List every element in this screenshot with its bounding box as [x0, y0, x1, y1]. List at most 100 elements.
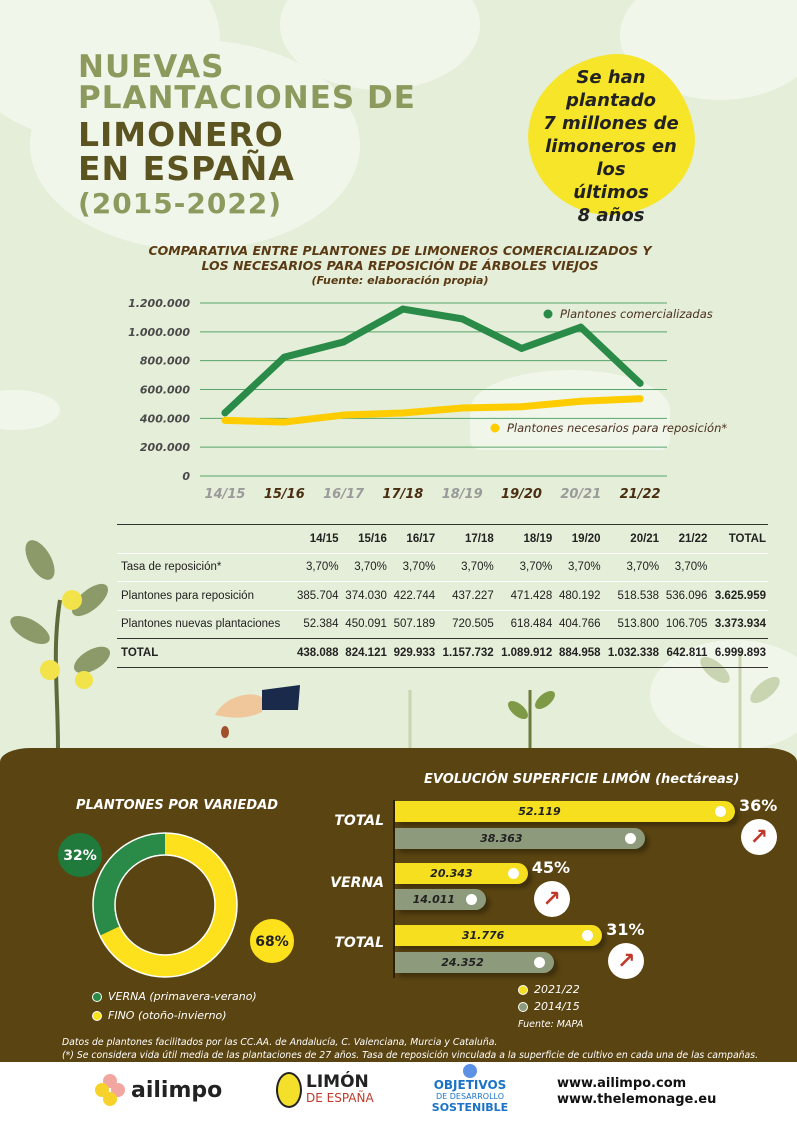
highlight-line: plantado [565, 90, 657, 111]
highlight-line: 8 años [577, 205, 645, 226]
flower-icon [95, 1074, 125, 1106]
table-cell: 404.766 [558, 618, 601, 631]
table-cell: 536.096 [665, 589, 708, 602]
column-header: 15/16 [358, 532, 387, 545]
table-total-row: TOTAL 438.088 824.121 929.933 1.157.732 1.089… [117, 638, 768, 667]
pie-chart-title: PLANTONES POR VARIEDAD [76, 798, 279, 813]
chart-title-line: LOS NECESARIOS PARA REPOSICIÓN DE ÁRBOLE… [201, 258, 599, 273]
highlight-line: 7 millones de [543, 113, 679, 134]
sdg-logo[interactable]: OBJETIVOS DE DESARROLLO SOSTENIBLE [430, 1064, 510, 1113]
highlight-line: Se han [576, 67, 646, 88]
table-cell: 3,70% [674, 561, 708, 574]
column-header: 20/21 [630, 532, 660, 545]
table-row: Tasa de reposición* 3,70% 3,70% 3,70% 3,70% 3… [117, 553, 768, 582]
column-header: TOTAL [728, 532, 766, 545]
y-tick-label: 0 [182, 470, 190, 483]
pie-label-badge [248, 917, 296, 965]
table-cell: 6.999.893 [714, 646, 766, 659]
data-table: 14/15 15/16 16/17 17/18 18/19 19/20 20/21 21/22… [117, 524, 768, 668]
website-link[interactable]: www.thelemonage.eu [557, 1092, 717, 1107]
data-point [518, 344, 525, 352]
legend-label: Plantones comercializadas [560, 307, 713, 321]
pie-slice [99, 833, 237, 977]
legend-item: 2014/15 [518, 1000, 583, 1013]
x-tick-label: 19/20 [501, 487, 542, 502]
y-tick-label: 400.000 [139, 412, 190, 425]
column-header: 16/17 [406, 532, 436, 545]
table-cell: 1.089.912 [501, 646, 553, 659]
legend-swatch [518, 984, 528, 995]
legend-item: VERNA (primavera-verano) [92, 990, 257, 1003]
limon-de-espana-logo[interactable]: LIMÓN DE ESPAÑA [276, 1072, 374, 1108]
title-years: (2015-2022) [78, 187, 283, 220]
table-cell: 884.958 [558, 646, 601, 659]
legend-item: FINO (otoño-invierno) [92, 1009, 257, 1022]
column-header [117, 525, 292, 554]
table-cell: 471.428 [510, 589, 553, 602]
series-line [221, 395, 644, 426]
line-chart: 0 200.000 400.000 600.000 800.000 1.000.000 1.… [128, 297, 727, 502]
footnotes: Datos de plantones facilitados por las C… [62, 1036, 758, 1062]
logo-text: DE DESARROLLO [435, 1092, 504, 1101]
y-tick-label: 200.000 [140, 441, 190, 454]
data-point [340, 338, 348, 346]
data-point [518, 403, 525, 411]
table-cell: 3,70% [519, 561, 553, 574]
table-cell: 3,70% [461, 561, 494, 574]
table-cell: 507.189 [393, 618, 436, 631]
y-tick-label: 1.000.000 [128, 326, 190, 339]
column-header: 18/19 [523, 532, 553, 545]
logo-text: ailimpo [131, 1077, 223, 1103]
pie-label-badge [56, 831, 104, 879]
y-tick-label: 1.200.000 [128, 297, 190, 310]
data-point [636, 395, 644, 403]
table-cell: 518.538 [617, 589, 660, 602]
cloud [30, 40, 360, 250]
table-cell: 3.625.959 [714, 589, 766, 602]
table-cell: 642.811 [666, 646, 708, 659]
data-point [280, 418, 288, 426]
legend-label: FINO (otoño-invierno) [108, 1009, 227, 1022]
table-cell [709, 553, 768, 582]
pie-slice [93, 833, 166, 936]
x-tick-label: 18/19 [442, 487, 483, 502]
legend-label: Plantones necesarios para reposición* [507, 421, 727, 435]
legend-swatch [490, 423, 500, 433]
table-cell: 3,70% [402, 561, 436, 574]
title-line: PLANTACIONES DE [78, 80, 416, 116]
title-line: EN ESPAÑA [78, 149, 295, 188]
bar-legend: 2021/22 2014/15 Fuente: MAPA [518, 983, 583, 1030]
x-tick-label: 21/22 [620, 487, 661, 502]
un-globe-icon [463, 1064, 477, 1078]
table-cell: 437.227 [452, 589, 494, 602]
bar-source: Fuente: MAPA [518, 1019, 584, 1030]
pie-outline [114, 854, 216, 956]
data-point [458, 315, 466, 323]
legend-swatch [92, 1010, 102, 1021]
table-cell: 3.373.934 [714, 618, 766, 631]
table-cell: 450.091 [345, 618, 387, 631]
data-point [221, 416, 229, 424]
x-tick-label: 16/17 [323, 487, 365, 502]
lemon-icon [276, 1072, 302, 1108]
table-cell: 438.088 [296, 646, 339, 659]
footer-links: www.ailimpo.com www.thelemonage.eu [557, 1076, 716, 1108]
table-cell: 929.933 [393, 646, 436, 659]
series-line [221, 305, 644, 417]
legend-swatch [518, 1001, 528, 1012]
y-tick-label: 600.000 [140, 384, 190, 397]
chart-source: (Fuente: elaboración propia) [311, 274, 489, 287]
footnote: Datos de plantones facilitados por las C… [62, 1037, 498, 1048]
table-cell: Tasa de reposición* [121, 561, 222, 574]
table-cell: 618.484 [510, 618, 553, 631]
table-row: Plantones para reposición 385.704 374.030 4… [117, 581, 768, 611]
website-link[interactable]: www.ailimpo.com [557, 1076, 687, 1091]
pie-chart: 32% 68% [56, 831, 296, 978]
data-point [340, 411, 348, 419]
table-cell: 3,70% [626, 561, 660, 574]
x-tick-label: 15/16 [264, 487, 305, 502]
x-tick-label: 17/18 [382, 487, 423, 502]
legend-swatch [92, 991, 102, 1002]
pie-outline [92, 832, 238, 978]
ailimpo-logo[interactable]: ailimpo [95, 1074, 222, 1106]
